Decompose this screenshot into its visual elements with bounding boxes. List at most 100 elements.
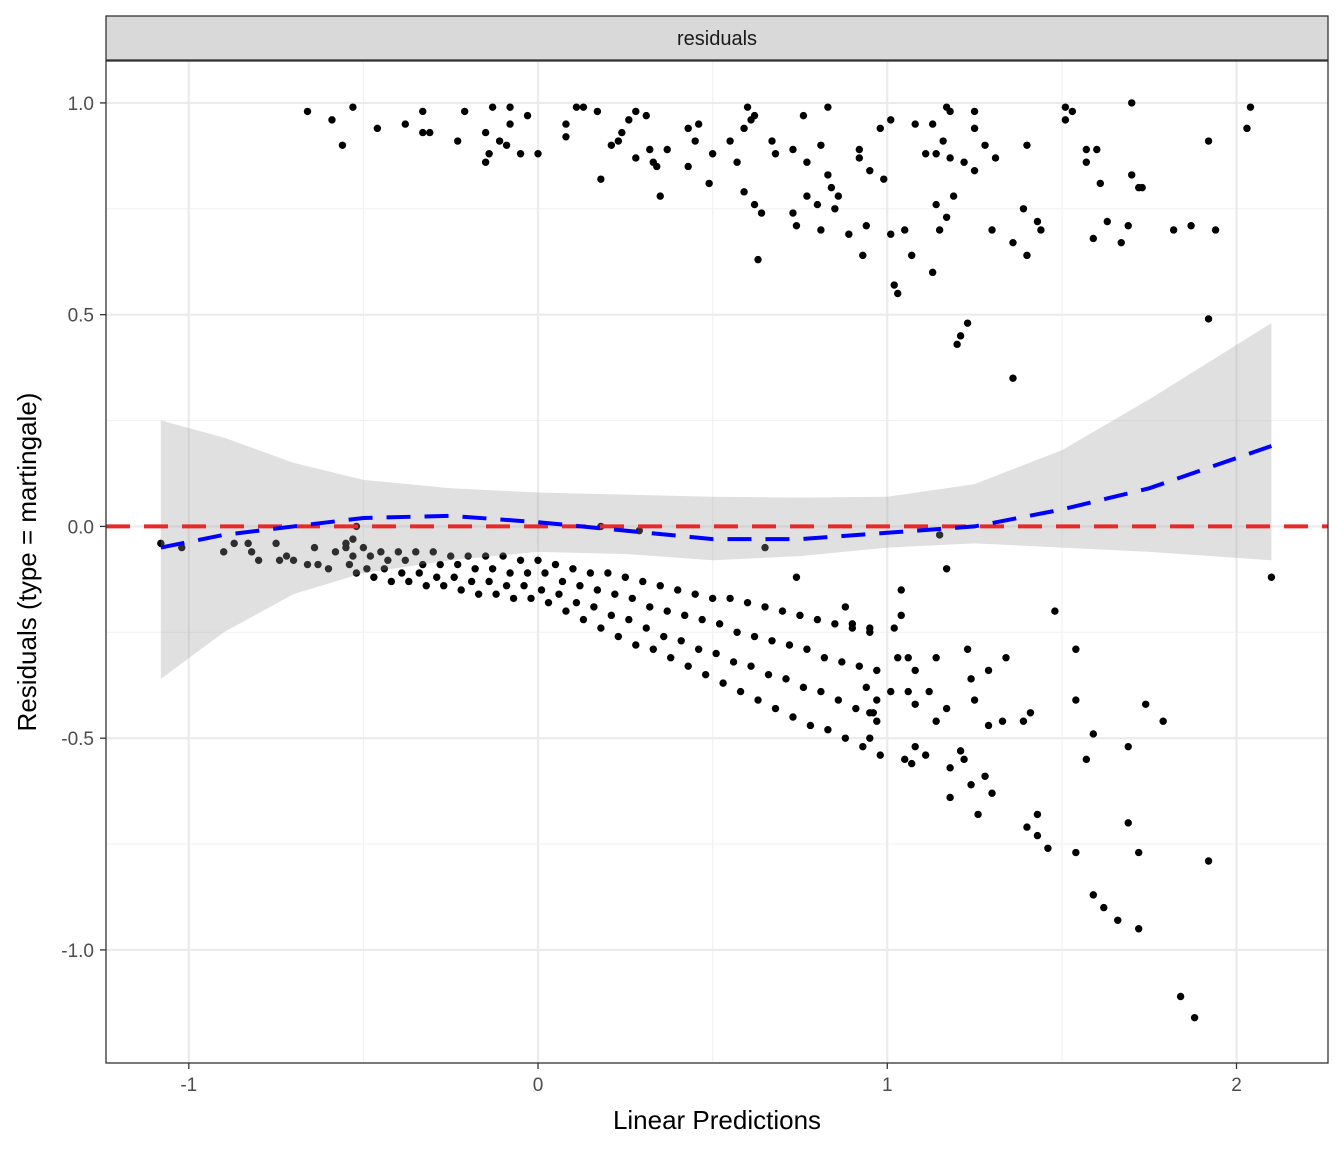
data-point — [492, 590, 500, 598]
data-point — [887, 116, 895, 124]
data-point — [324, 565, 333, 573]
data-point — [534, 556, 542, 565]
data-point — [1128, 171, 1136, 179]
data-point — [880, 175, 888, 183]
data-point — [460, 107, 469, 116]
data-point — [862, 222, 871, 230]
data-point — [342, 543, 350, 552]
data-point — [946, 793, 954, 802]
data-point — [960, 158, 968, 166]
data-point — [803, 192, 811, 200]
data-point — [824, 726, 832, 734]
data-point — [981, 772, 989, 780]
data-point — [586, 569, 595, 577]
data-point — [740, 124, 748, 133]
data-point — [646, 603, 654, 611]
data-point — [419, 107, 427, 116]
data-point — [708, 594, 717, 603]
data-point — [429, 548, 437, 556]
data-point — [771, 150, 780, 158]
data-point — [1044, 844, 1052, 852]
data-point — [1204, 315, 1213, 323]
data-point — [398, 569, 406, 577]
data-point — [667, 654, 675, 662]
data-point — [1026, 709, 1035, 717]
data-point — [1033, 831, 1042, 840]
data-point — [817, 687, 825, 696]
data-point — [506, 569, 514, 577]
data-point — [792, 222, 801, 230]
data-point — [928, 268, 937, 277]
data-point — [761, 603, 769, 611]
data-point — [778, 607, 787, 615]
data-point — [852, 704, 860, 713]
data-point — [527, 594, 535, 603]
facet-strip: residuals — [105, 15, 1329, 61]
data-point — [1002, 654, 1010, 662]
data-point — [831, 620, 839, 628]
data-point — [890, 281, 898, 289]
data-point — [754, 255, 762, 264]
data-point — [562, 120, 570, 128]
data-point — [412, 548, 420, 556]
data-point — [1082, 755, 1091, 764]
data-point — [1023, 141, 1031, 149]
data-points — [157, 99, 1276, 1022]
data-point — [544, 598, 553, 607]
data-point — [998, 717, 1007, 725]
x-tick-label: 1 — [882, 1075, 893, 1096]
data-point — [607, 611, 616, 620]
data-point — [509, 594, 518, 603]
x-axis-title: Linear Predictions — [613, 1105, 821, 1135]
data-point — [523, 111, 532, 120]
data-point — [303, 560, 312, 569]
data-point — [1246, 103, 1255, 111]
data-point — [1072, 645, 1080, 653]
data-point — [813, 615, 822, 624]
data-point — [349, 552, 357, 560]
data-point — [925, 687, 933, 696]
data-point — [384, 556, 392, 565]
data-point — [726, 594, 734, 603]
data-point — [1089, 234, 1098, 243]
data-point — [719, 679, 727, 687]
data-point — [932, 200, 940, 209]
data-point — [541, 569, 549, 577]
data-point — [244, 539, 252, 548]
data-point — [1141, 700, 1150, 708]
data-point — [314, 560, 322, 569]
data-point — [359, 543, 368, 552]
data-point — [771, 704, 780, 713]
data-point — [942, 565, 951, 573]
data-point — [869, 709, 877, 717]
data-point — [488, 103, 497, 111]
data-point — [611, 590, 619, 598]
data-point — [904, 654, 912, 662]
data-point — [523, 569, 532, 577]
data-point — [653, 162, 661, 171]
data-point — [649, 645, 657, 653]
data-point — [921, 150, 930, 158]
data-point — [481, 128, 490, 137]
data-point — [674, 586, 682, 594]
data-point — [520, 582, 528, 590]
data-point — [911, 120, 919, 128]
x-tick-label: 2 — [1231, 1075, 1242, 1096]
data-point — [230, 539, 238, 548]
data-point — [838, 658, 846, 666]
data-point — [502, 582, 511, 590]
data-point — [733, 628, 741, 637]
data-point — [1019, 717, 1028, 725]
data-point — [866, 624, 874, 632]
data-point — [967, 781, 975, 789]
data-point — [956, 332, 965, 340]
data-point — [1190, 1013, 1199, 1022]
smooth-fit-line — [160, 444, 1273, 550]
data-point — [866, 734, 874, 742]
data-point — [1117, 238, 1125, 247]
data-point — [1243, 124, 1251, 133]
data-point — [949, 192, 958, 200]
data-point — [303, 107, 312, 116]
data-point — [691, 590, 699, 598]
